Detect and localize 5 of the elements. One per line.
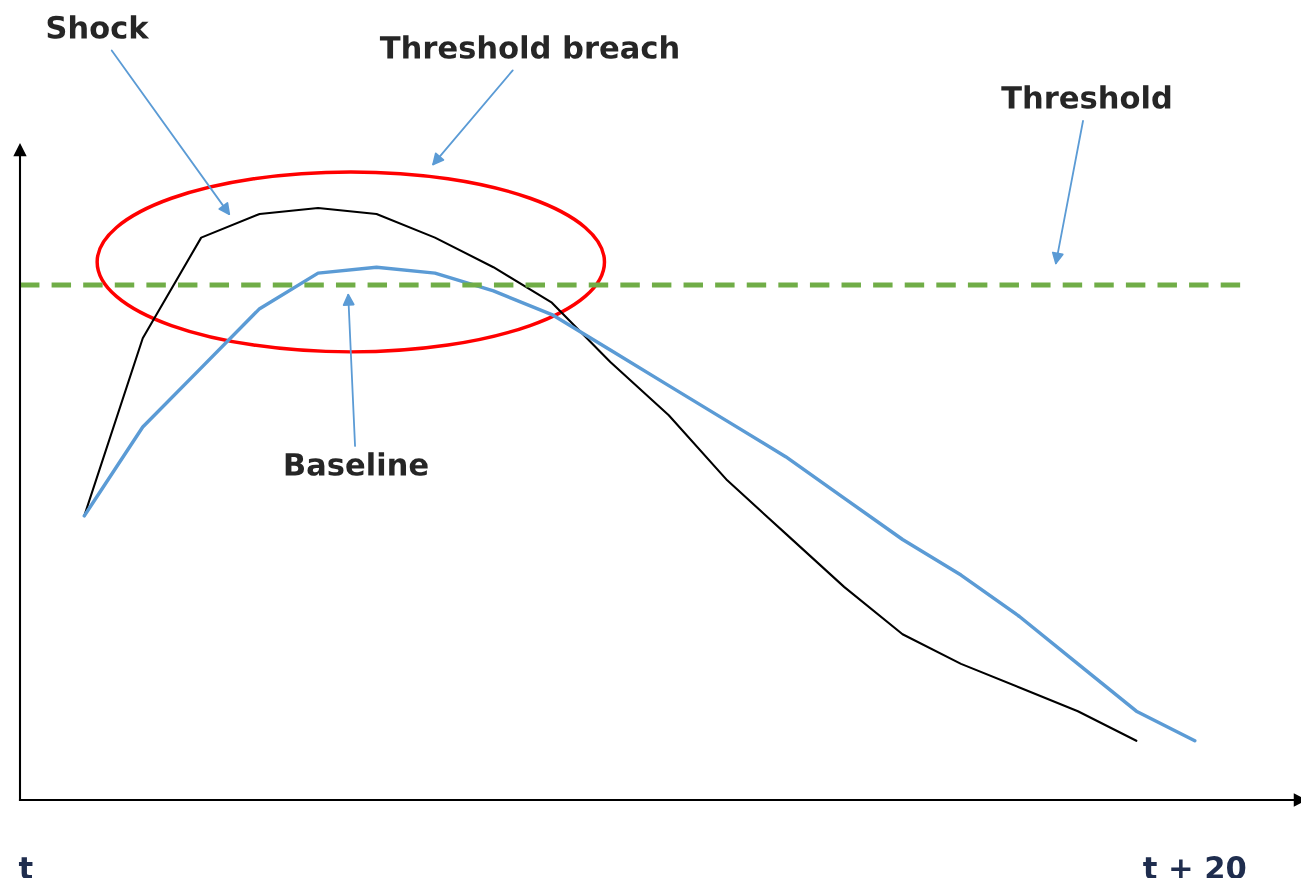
text: Threshold breach: [379, 35, 678, 59]
x-tick-label: t: [18, 857, 33, 878]
annotation: Baseline: [285, 452, 428, 476]
text: Shock: [47, 15, 150, 39]
text: Threshold: [1001, 85, 1171, 109]
